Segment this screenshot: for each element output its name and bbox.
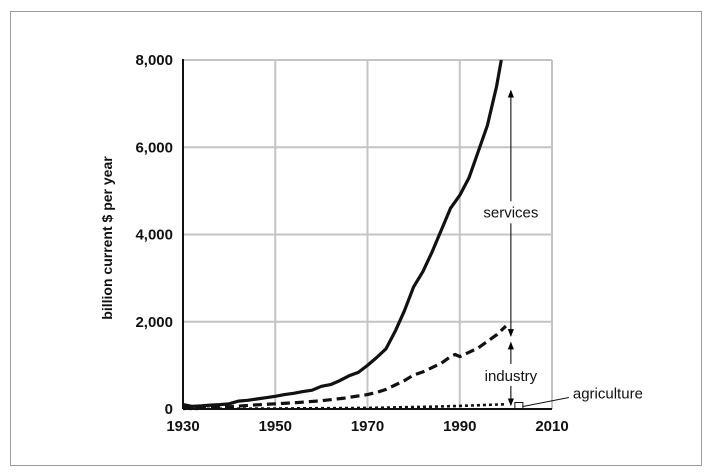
y-axis-label: billion current $ per year xyxy=(99,156,115,320)
annotations: services industry agriculture xyxy=(474,89,643,411)
x-tick-label: 1970 xyxy=(351,418,384,435)
services-label-bg xyxy=(475,201,546,224)
x-tick-label: 1950 xyxy=(259,418,292,435)
x-tick-label: 1930 xyxy=(166,418,199,435)
industry-label-bg xyxy=(474,363,547,386)
y-tick-label: 2,000 xyxy=(135,314,173,331)
agriculture-label: agriculture xyxy=(573,386,643,403)
y-tick-label: 0 xyxy=(165,401,173,418)
y-tick-label: 6,000 xyxy=(135,139,173,156)
grid xyxy=(182,59,553,410)
y-tick-label: 8,000 xyxy=(135,52,173,69)
chart-frame xyxy=(10,11,702,466)
series-lines xyxy=(182,59,507,411)
series-line-total xyxy=(182,59,503,408)
x-tick-label: 1990 xyxy=(443,418,476,435)
y-tick-label: 4,000 xyxy=(135,227,173,244)
axes: 0 2,000 4,000 6,000 8,000 1930 1950 1970 1990 201… xyxy=(135,52,568,435)
services-label: services xyxy=(483,204,538,221)
series-line-agriculture xyxy=(182,402,506,411)
industry-label: industry xyxy=(485,368,538,385)
agriculture-leader xyxy=(522,397,569,408)
x-tick-label: 2010 xyxy=(535,418,568,435)
series-line-industry xyxy=(182,324,507,410)
